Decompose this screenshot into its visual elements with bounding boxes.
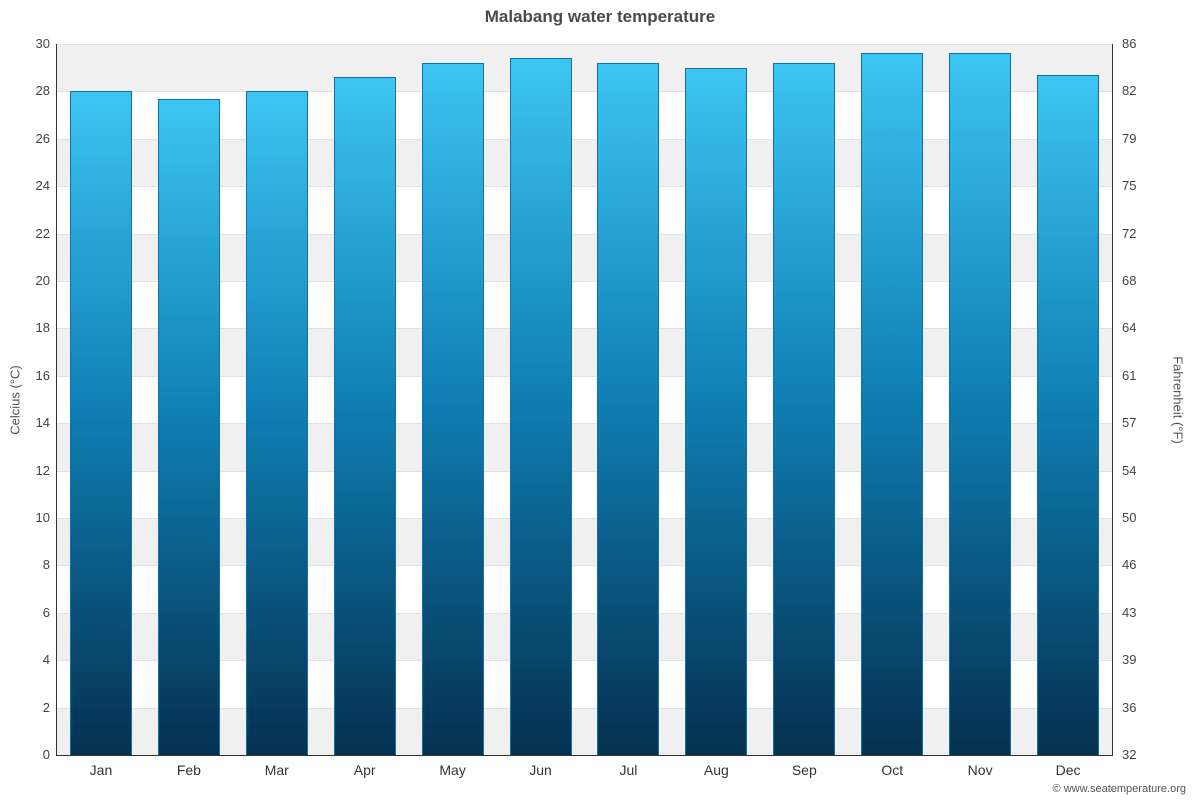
x-tick-jul: Jul xyxy=(619,762,638,778)
y-tick-celsius: 18 xyxy=(35,320,50,336)
bar-jul[interactable] xyxy=(597,62,660,755)
gridline xyxy=(57,613,1112,614)
y-tick-celsius: 12 xyxy=(35,462,50,478)
x-tick-oct: Oct xyxy=(881,762,904,778)
y-tick-fahrenheit: 82 xyxy=(1122,83,1137,99)
y-tick-celsius: 24 xyxy=(35,178,50,194)
x-tick-feb: Feb xyxy=(176,762,201,778)
x-tick-jun: Jun xyxy=(529,762,552,778)
y-axis-title-fahrenheit: Fahrenheit (°F) xyxy=(1170,356,1186,444)
grid-band xyxy=(57,44,1112,92)
gridline xyxy=(57,423,1112,424)
y-tick-celsius: 26 xyxy=(35,130,50,146)
y-tick-fahrenheit: 79 xyxy=(1122,130,1137,146)
bar-nov[interactable] xyxy=(949,53,1012,755)
y-tick-celsius: 20 xyxy=(35,273,50,288)
plot-area xyxy=(57,44,1112,755)
y-tick-celsius: 10 xyxy=(35,510,50,525)
x-tick-sep: Sep xyxy=(791,762,817,778)
y-tick-fahrenheit: 72 xyxy=(1122,225,1137,241)
gridline xyxy=(57,91,1112,92)
y-tick-fahrenheit: 68 xyxy=(1122,273,1137,288)
footer-attribution-link[interactable]: © www.seatemperature.org xyxy=(1052,783,1186,795)
bar-may[interactable] xyxy=(421,62,484,755)
bar-dec[interactable] xyxy=(1037,74,1100,755)
y-tick-celsius: 8 xyxy=(42,557,50,573)
grid-band xyxy=(57,423,1112,471)
grid-band xyxy=(57,138,1112,187)
gridline xyxy=(57,328,1112,329)
bar-jan[interactable] xyxy=(69,91,132,755)
y-tick-celsius: 28 xyxy=(35,83,50,99)
y-tick-celsius: 30 xyxy=(35,36,50,51)
gridline xyxy=(57,139,1112,140)
x-tick-may: May xyxy=(439,762,466,778)
grid-band xyxy=(57,707,1112,755)
bar-mar[interactable] xyxy=(245,91,308,755)
y-tick-fahrenheit: 39 xyxy=(1122,652,1137,668)
grid-band xyxy=(57,233,1112,281)
grid-band xyxy=(57,518,1112,566)
gridline xyxy=(57,660,1112,661)
gridline xyxy=(57,565,1112,566)
y-tick-fahrenheit: 64 xyxy=(1122,320,1137,336)
y-tick-fahrenheit: 43 xyxy=(1122,604,1137,620)
y-tick-fahrenheit: 61 xyxy=(1122,367,1137,383)
y-tick-celsius: 6 xyxy=(42,604,50,620)
x-tick-mar: Mar xyxy=(264,762,289,778)
y-tick-celsius: 16 xyxy=(35,367,50,383)
grid-band xyxy=(57,328,1112,376)
x-tick-nov: Nov xyxy=(967,762,993,778)
bar-aug[interactable] xyxy=(685,67,748,755)
chart-title: Malabang water temperature xyxy=(484,7,716,26)
y-tick-fahrenheit: 86 xyxy=(1122,36,1137,51)
bar-jun[interactable] xyxy=(509,58,572,755)
x-axis-line xyxy=(56,755,1113,756)
gridline xyxy=(57,708,1112,709)
bar-sep[interactable] xyxy=(773,62,836,755)
y-tick-celsius: 4 xyxy=(42,652,50,668)
bar-oct[interactable] xyxy=(861,53,924,755)
y-axis-line-right xyxy=(1112,44,1113,756)
y-tick-celsius: 22 xyxy=(35,225,50,241)
y-tick-fahrenheit: 50 xyxy=(1122,510,1137,525)
y-tick-fahrenheit: 54 xyxy=(1122,462,1137,478)
grid-band xyxy=(57,612,1112,661)
y-tick-fahrenheit: 36 xyxy=(1122,699,1137,715)
x-tick-dec: Dec xyxy=(1055,762,1081,778)
bar-feb[interactable] xyxy=(157,98,220,755)
gridline xyxy=(57,186,1112,187)
gridline xyxy=(57,234,1112,235)
gridline xyxy=(57,44,1112,45)
y-tick-fahrenheit: 46 xyxy=(1122,557,1137,573)
y-tick-fahrenheit: 75 xyxy=(1122,178,1137,194)
y-tick-celsius: 2 xyxy=(42,699,50,715)
x-tick-jan: Jan xyxy=(89,762,113,778)
y-axis-line-left xyxy=(56,44,57,756)
x-tick-apr: Apr xyxy=(353,762,376,778)
gridline xyxy=(57,471,1112,472)
gridline xyxy=(57,518,1112,519)
x-tick-aug: Aug xyxy=(703,762,729,778)
y-tick-celsius: 0 xyxy=(42,747,50,762)
y-tick-fahrenheit: 57 xyxy=(1122,415,1137,431)
y-tick-celsius: 14 xyxy=(35,415,50,431)
gridline xyxy=(57,376,1112,377)
bar-apr[interactable] xyxy=(333,77,396,755)
gridline xyxy=(57,281,1112,282)
y-tick-fahrenheit: 32 xyxy=(1122,747,1137,762)
